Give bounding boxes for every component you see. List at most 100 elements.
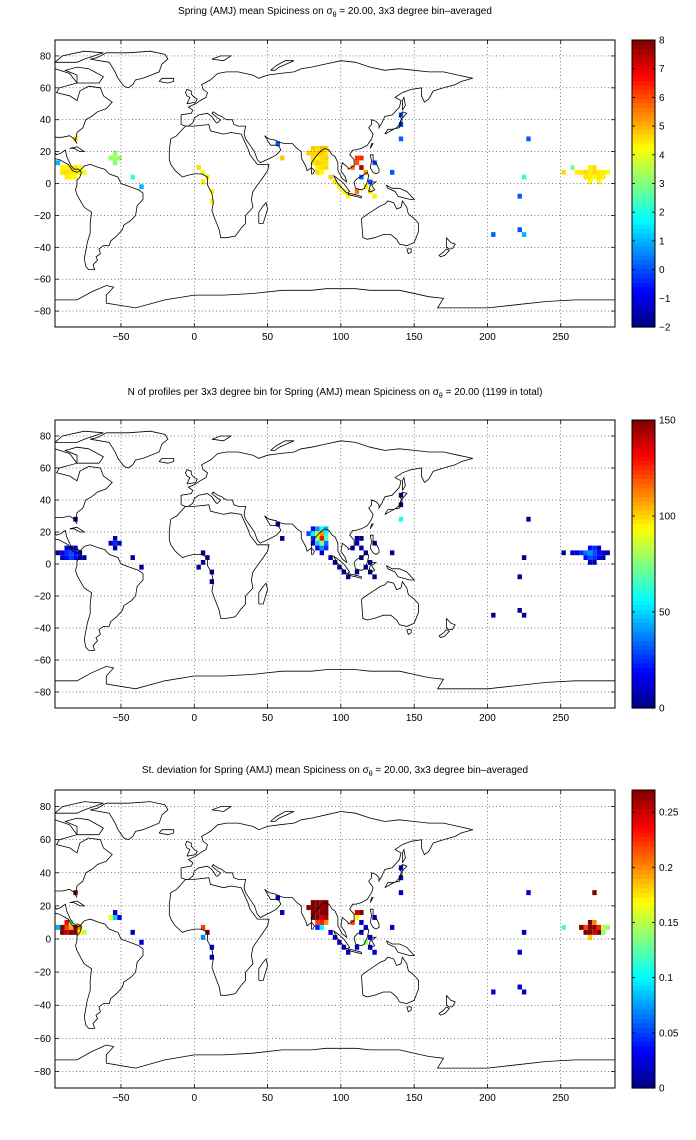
- coastline: [446, 995, 456, 1008]
- colorbar-swatch: [632, 1008, 655, 1015]
- data-cell: [363, 924, 368, 930]
- colorbar-swatch: [632, 1069, 655, 1075]
- coastline: [369, 908, 380, 930]
- colorbar-swatch: [632, 790, 655, 796]
- y-tick-label: 20: [40, 528, 52, 539]
- data-cell: [209, 189, 215, 194]
- data-cell: [60, 929, 65, 935]
- coastline: [69, 146, 86, 152]
- colorbar-swatch: [632, 887, 655, 894]
- data-cell: [319, 155, 325, 161]
- coastline: [369, 143, 374, 149]
- data-cell: [596, 169, 602, 175]
- data-cell: [367, 934, 373, 940]
- y-tick-label: 0: [45, 935, 51, 946]
- data-cell: [592, 169, 597, 175]
- y-tick-label: −80: [34, 688, 51, 699]
- colorbar-swatch: [632, 957, 655, 963]
- data-cell: [587, 919, 593, 925]
- data-cell: [315, 526, 320, 532]
- colorbar-swatch: [632, 143, 655, 149]
- x-tick-label: 50: [262, 332, 274, 343]
- colorbar-swatch: [632, 604, 655, 610]
- data-cell: [55, 924, 61, 930]
- x-tick-label: 250: [552, 713, 569, 724]
- data-cell: [372, 574, 377, 580]
- coastline: [353, 171, 370, 191]
- data-cell: [561, 169, 566, 175]
- data-cell: [587, 560, 593, 565]
- coastline: [385, 940, 416, 956]
- data-cell: [310, 905, 316, 911]
- data-cell: [592, 174, 597, 180]
- coastline: [168, 877, 270, 996]
- data-cell: [350, 545, 355, 551]
- coastline: [311, 547, 315, 555]
- data-cell: [112, 160, 118, 166]
- y-tick-label: 80: [40, 51, 52, 62]
- colorbar: 0 50 100 150: [631, 416, 676, 715]
- data-cell: [372, 193, 377, 199]
- coastline: [406, 629, 412, 635]
- data-cell: [596, 550, 602, 556]
- data-cell: [583, 555, 588, 560]
- colorbar-swatch: [632, 962, 655, 968]
- data-cell: [337, 939, 342, 945]
- data-cell: [601, 550, 606, 556]
- data-cell: [200, 550, 206, 556]
- colorbar-swatch: [632, 645, 655, 651]
- data-cell: [583, 929, 588, 935]
- data-cell: [280, 536, 285, 541]
- data-cell: [372, 914, 377, 920]
- data-cell: [112, 910, 118, 915]
- x-tick-label: 0: [191, 1093, 197, 1104]
- colorbar-swatch: [632, 685, 655, 691]
- colorbar-swatch: [632, 817, 655, 824]
- colorbar-tick-label: −1: [659, 294, 671, 305]
- colorbar-swatch: [632, 125, 655, 131]
- data-cell: [310, 526, 316, 532]
- data-cell: [82, 555, 87, 560]
- coastline: [446, 237, 456, 250]
- data-cell: [315, 165, 320, 170]
- data-cell: [363, 564, 368, 570]
- data-cell: [587, 174, 593, 180]
- data-cell: [112, 914, 118, 920]
- data-cell: [579, 169, 584, 175]
- coastline: [258, 201, 269, 224]
- data-cell: [310, 536, 316, 541]
- data-cell: [275, 895, 281, 901]
- colorbar-swatch: [632, 925, 655, 931]
- data-cell: [306, 905, 311, 911]
- data-cell: [328, 929, 333, 935]
- coastline: [369, 534, 380, 555]
- data-cell: [601, 924, 606, 930]
- data-cell: [561, 550, 566, 556]
- data-cell: [77, 924, 83, 930]
- colorbar-swatch: [632, 510, 655, 516]
- colorbar-swatch: [632, 277, 655, 283]
- data-cell: [587, 169, 593, 175]
- colorbar-swatch: [632, 322, 655, 328]
- colorbar-swatch: [632, 546, 655, 552]
- data-cell: [315, 146, 320, 151]
- data-cell: [592, 919, 597, 925]
- colorbar-swatch: [632, 901, 655, 908]
- colorbar-tick-label: 8: [659, 36, 665, 47]
- colorbar-swatch: [632, 66, 655, 72]
- data-cell: [359, 536, 364, 541]
- data-cell: [354, 910, 360, 915]
- y-tick-label: 60: [40, 835, 52, 846]
- data-cell: [280, 910, 285, 915]
- spiciness-mean-panel: Spring (AMJ) mean Spiciness on σθ = 20.0…: [34, 6, 671, 343]
- data-cell: [319, 169, 325, 175]
- colorbar-swatch: [632, 460, 655, 466]
- colorbar-swatch: [632, 850, 655, 856]
- colorbar-swatch: [632, 929, 655, 935]
- y-tick-label: −40: [34, 624, 51, 635]
- data-cell: [398, 112, 404, 118]
- coastline: [369, 154, 380, 175]
- data-cell: [521, 174, 527, 180]
- colorbar-swatch: [632, 878, 655, 884]
- data-cell: [354, 540, 360, 546]
